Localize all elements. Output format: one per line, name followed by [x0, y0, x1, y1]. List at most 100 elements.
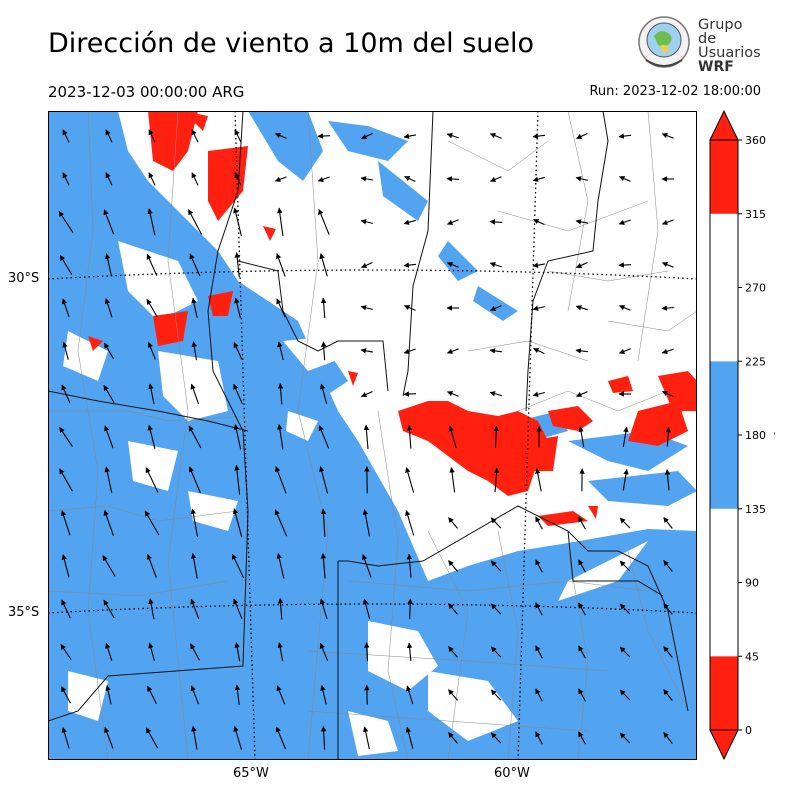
wind-arrow	[489, 348, 502, 354]
wind-arrow	[59, 426, 73, 447]
wind-arrow	[319, 598, 328, 620]
wind-arrow	[147, 424, 156, 449]
wind-arrow	[61, 599, 71, 619]
wind-arrow	[575, 219, 589, 225]
wind-arrow	[62, 341, 69, 360]
wind-arrow	[405, 466, 415, 493]
wind-arrow	[619, 646, 631, 658]
wind-arrow	[145, 467, 159, 493]
wind-arrow	[406, 553, 413, 578]
wind-arrow	[490, 603, 502, 615]
wind-arrow	[61, 554, 70, 578]
wind-arrow	[104, 425, 114, 449]
wind-arrow	[532, 391, 545, 397]
colorbar-band	[710, 508, 738, 657]
wind-arrow	[575, 348, 589, 354]
colorbar-tick-label: 315	[745, 208, 766, 221]
colorbar-tick-label: 90	[745, 577, 759, 590]
wind-arrow	[533, 219, 545, 225]
wind-arrow	[618, 133, 632, 139]
wind-arrow	[277, 424, 284, 450]
logo-line-3: WRF	[698, 59, 734, 75]
wind-arrow	[489, 219, 503, 225]
wind-arrow	[578, 559, 586, 573]
wind-arrow	[360, 390, 373, 398]
colorbar-top-extend	[709, 109, 739, 141]
wind-arrow	[664, 469, 671, 491]
wind-arrow	[233, 423, 242, 450]
wind-arrow	[575, 176, 588, 182]
wind-arrow	[319, 383, 328, 405]
wind-arrow	[661, 348, 674, 354]
wind-arrow	[489, 305, 502, 311]
wind-arrow	[618, 348, 631, 354]
run-time: Run: 2023-12-02 18:00:00	[589, 84, 761, 99]
wind-arrow	[60, 644, 72, 660]
wind-arrow	[105, 685, 112, 705]
wind-arrow	[234, 172, 242, 186]
wind-arrow	[274, 133, 287, 139]
wind-arrow	[62, 129, 70, 143]
wind-arrow	[490, 517, 502, 529]
wind-arrow	[276, 552, 285, 579]
wind-arrow	[663, 560, 673, 572]
wind-arrow	[146, 253, 158, 276]
wind-arrow	[362, 598, 371, 620]
wind-arrow	[233, 383, 243, 404]
wind-arrow	[619, 603, 631, 615]
wind-arrow	[275, 253, 286, 277]
wind-arrow	[234, 252, 240, 278]
globe-icon	[638, 16, 690, 68]
wind-arrow	[661, 305, 675, 311]
lat-label-30s: 30°S	[8, 271, 40, 286]
wind-arrow	[148, 642, 155, 662]
logo-line-2: Usuarios	[698, 45, 761, 61]
wind-arrow	[363, 424, 370, 449]
blue-wind-region	[48, 111, 697, 760]
wind-arrow	[493, 425, 500, 448]
wind-arrow	[104, 253, 113, 277]
wind-arrow	[59, 468, 73, 492]
wrf-logo: Grupo de Usuarios WRF	[636, 16, 762, 75]
wind-arrow	[275, 726, 287, 750]
wind-arrow	[448, 732, 458, 744]
wind-arrow	[191, 297, 198, 318]
wind-arrow	[103, 599, 115, 619]
wind-arrow	[234, 464, 241, 495]
wind-arrow	[403, 348, 416, 354]
colorbar-tick-label: 360	[745, 134, 766, 147]
wind-arrow	[403, 219, 416, 225]
wind-arrow	[535, 516, 543, 530]
wind-arrow	[405, 726, 414, 749]
wind-arrow	[276, 298, 286, 318]
colorbar-ticks: 360 315 270 225 180 135 90 45 0	[738, 134, 766, 737]
map-frame	[48, 111, 697, 760]
wind-arrow	[360, 305, 373, 311]
wind-arrow	[661, 262, 674, 268]
wind-arrow	[102, 555, 116, 577]
wind-arrow	[618, 176, 631, 182]
colorbar-band	[710, 213, 738, 362]
wind-arrow	[489, 391, 502, 397]
wind-arrow	[320, 725, 327, 750]
wind-arrow	[619, 517, 631, 529]
wind-arrow	[360, 348, 374, 354]
wind-arrow	[103, 509, 114, 536]
valid-time: 2023-12-03 00:00:00 ARG	[48, 83, 245, 101]
wind-arrow	[318, 425, 330, 449]
wind-arrow	[320, 297, 327, 318]
wind-arrow	[360, 219, 373, 225]
wind-arrow	[619, 732, 631, 744]
colorbar-tick-label: 180	[745, 429, 766, 442]
colorbar-tick-label: 45	[745, 650, 759, 663]
wind-arrow	[318, 208, 330, 235]
wind-arrow	[59, 254, 73, 275]
wind-arrow	[104, 342, 114, 360]
wind-arrow	[619, 689, 631, 701]
wind-arrow	[61, 726, 70, 749]
wind-arrow	[277, 642, 284, 662]
wind-arrow	[532, 133, 546, 139]
wind-arrow	[233, 207, 242, 237]
wind-arrow	[406, 424, 413, 449]
wind-arrow	[104, 466, 113, 494]
